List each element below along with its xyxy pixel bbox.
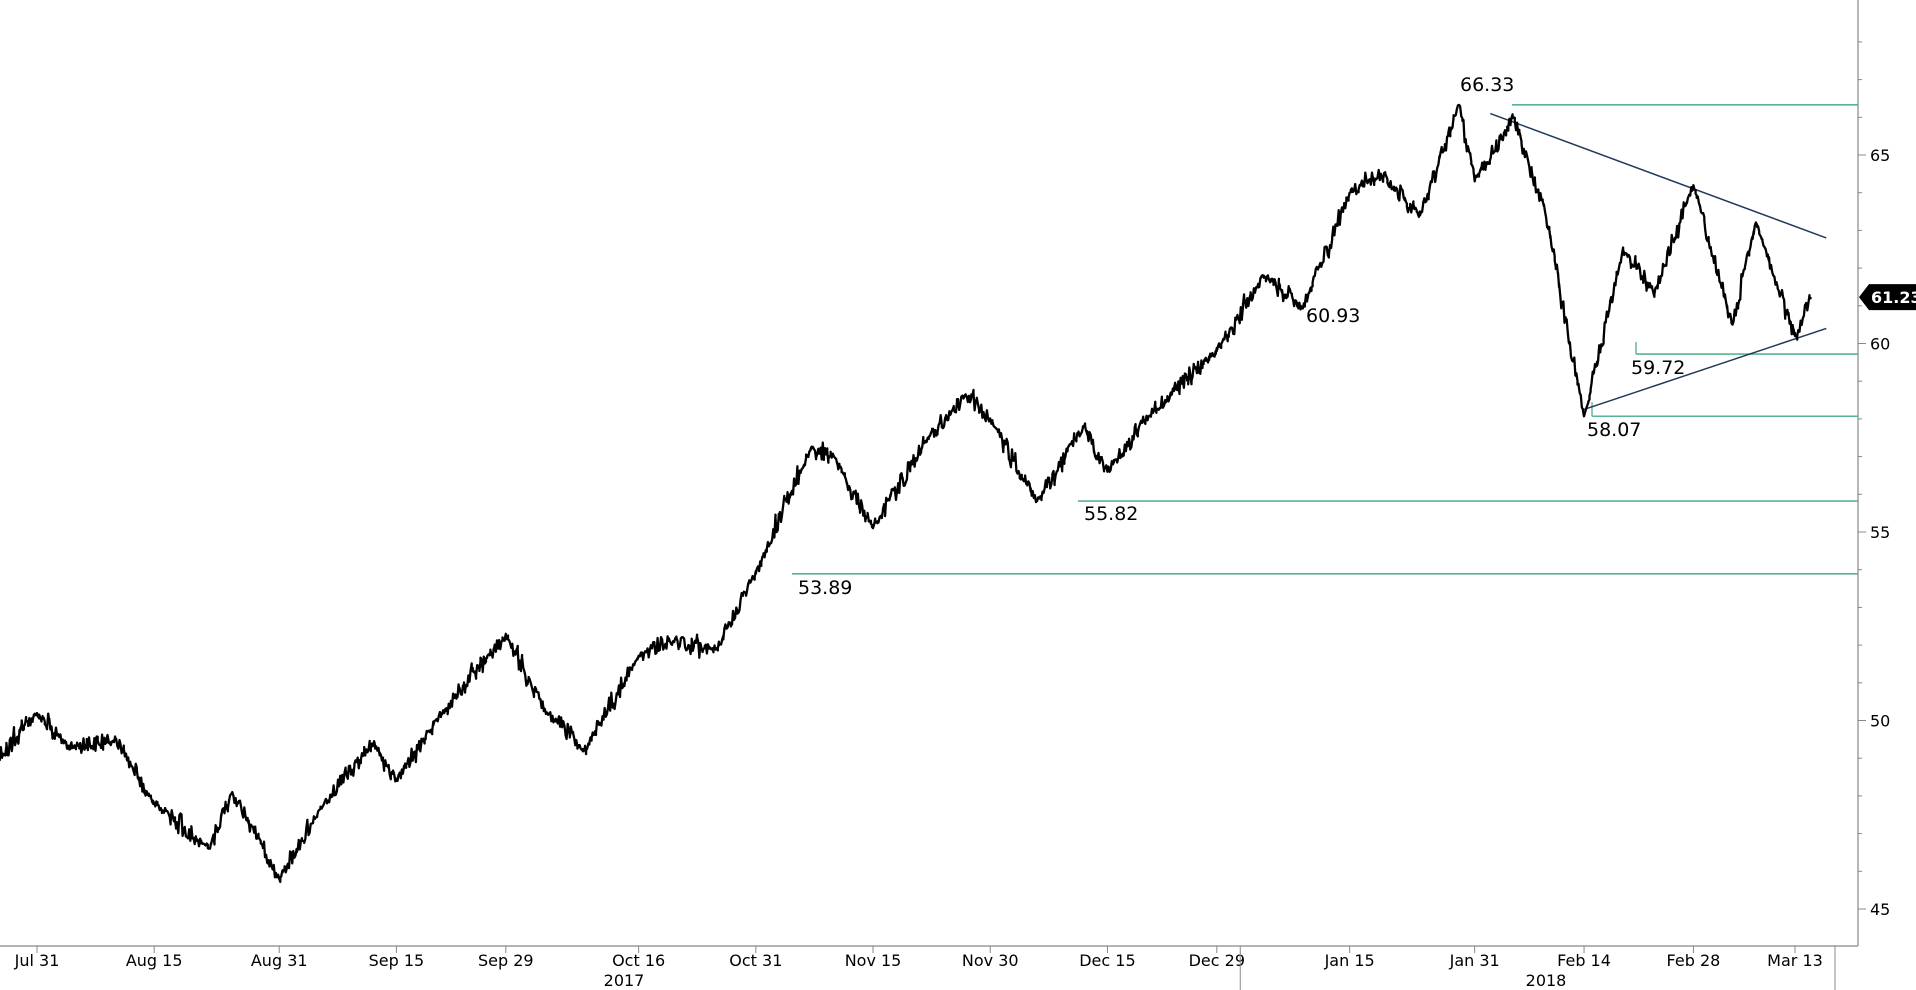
x-tick-label: Oct 31: [729, 951, 782, 970]
x-tick-label: Oct 16: [612, 951, 665, 970]
level-annotations: 66.33 60.93 59.72 58.07 55.82 53.89: [798, 74, 1685, 599]
y-tick-label: 45: [1870, 900, 1890, 919]
y-axis-ticks: 45 50 55 60 65: [1858, 41, 1890, 919]
x-tick-label: Nov 30: [962, 951, 1019, 970]
last-price-badge: 61.23: [1859, 284, 1916, 311]
y-tick-label: 50: [1870, 712, 1890, 731]
year-label: 2017: [604, 971, 645, 990]
x-tick-label: Sep 15: [369, 951, 425, 970]
x-tick-label: Jul 31: [14, 951, 60, 970]
support-resistance-levels: [792, 104, 1858, 575]
x-tick-label: Jan 31: [1449, 951, 1500, 970]
last-price-label: 61.23: [1871, 288, 1916, 307]
y-tick-label: 60: [1870, 335, 1890, 354]
x-tick-label: Dec 29: [1189, 951, 1245, 970]
x-axis-ticks: Jul 31 Aug 15 Aug 31 Sep 15 Sep 29 Oct 16 Oct …: [14, 946, 1836, 990]
level-label: 53.89: [798, 577, 852, 599]
trendlines: [1490, 112, 1827, 411]
x-tick-label: Sep 29: [478, 951, 534, 970]
y-tick-label: 55: [1870, 523, 1890, 542]
level-label: 60.93: [1306, 305, 1360, 327]
x-tick-label: Dec 15: [1079, 951, 1135, 970]
x-tick-label: Aug 15: [126, 951, 183, 970]
level-label: 66.33: [1460, 74, 1514, 96]
last-price-badge-shape: [1859, 284, 1916, 311]
x-tick-label: Feb 14: [1557, 951, 1611, 970]
x-tick-label: Jan 15: [1324, 951, 1375, 970]
x-tick-label: Mar 13: [1767, 951, 1823, 970]
x-tick-label: Nov 15: [845, 951, 902, 970]
price-series-line: [0, 103, 1812, 884]
x-tick-label: Feb 28: [1667, 951, 1721, 970]
trendline: [1583, 327, 1827, 411]
level-label: 59.72: [1631, 357, 1685, 379]
level-label: 58.07: [1587, 419, 1641, 441]
level-label: 55.82: [1084, 503, 1138, 525]
y-tick-label: 65: [1870, 146, 1890, 165]
year-label: 2018: [1526, 971, 1567, 990]
axes: [0, 0, 1859, 947]
x-tick-label: Aug 31: [251, 951, 308, 970]
trendline: [1490, 112, 1827, 239]
